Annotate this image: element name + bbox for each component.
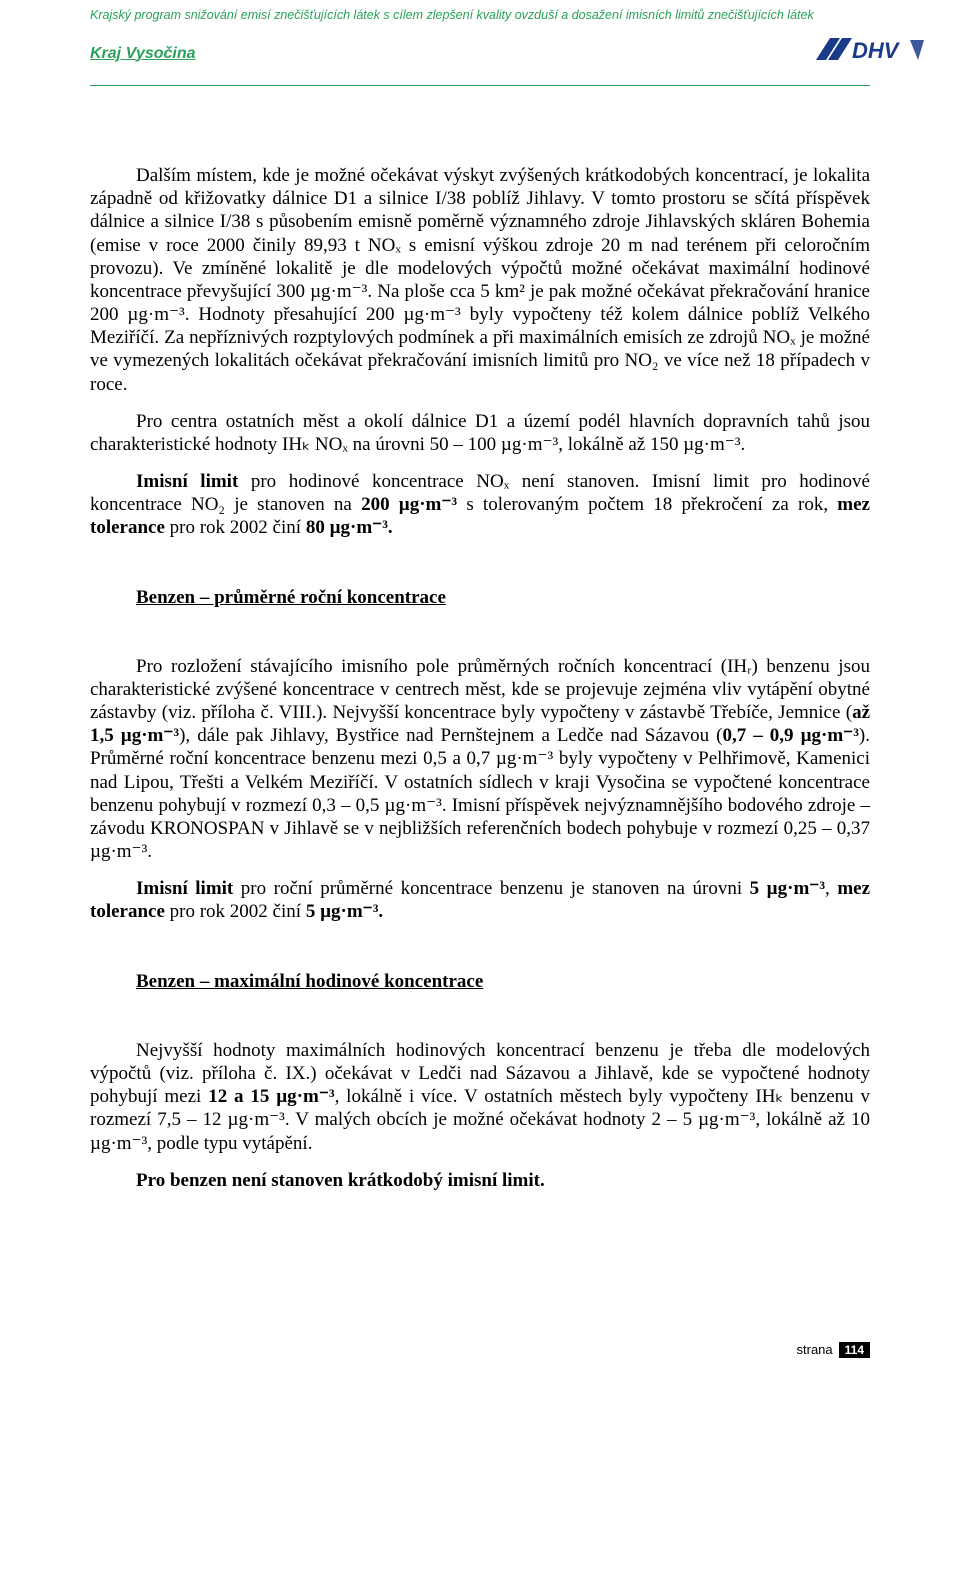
paragraph-5: Imisní limit pro roční průměrné koncentr… (90, 877, 870, 923)
header-region: Kraj Vysočina (90, 45, 196, 63)
paragraph-6: Nejvyšší hodnoty maximálních hodinových … (90, 1039, 870, 1155)
footer-label: strana (797, 1342, 833, 1357)
header-title: Krajský program snižování emisí znečišťu… (90, 8, 870, 22)
dhv-logo-icon: DHV (810, 32, 930, 75)
page-footer: strana 114 (90, 1342, 870, 1358)
page: Krajský program snižování emisí znečišťu… (0, 0, 960, 1398)
page-header: Krajský program snižování emisí znečišťu… (90, 0, 870, 86)
paragraph-4: Pro rozložení stávajícího imisního pole … (90, 655, 870, 864)
paragraph-1: Dalším místem, kde je možné očekávat výs… (90, 164, 870, 396)
paragraph-3: Imisní limit pro hodinové koncentrace NO… (90, 470, 870, 540)
heading-benzen-hourly: Benzen – maximální hodinové koncentrace (136, 970, 870, 993)
paragraph-7: Pro benzen není stanoven krátkodobý imis… (90, 1169, 870, 1192)
svg-text:DHV: DHV (852, 38, 901, 63)
paragraph-2: Pro centra ostatních měst a okolí dálnic… (90, 410, 870, 456)
header-row: Kraj Vysočina DHV (90, 32, 870, 75)
document-body: Dalším místem, kde je možné očekávat výs… (90, 86, 870, 1192)
heading-benzen-annual: Benzen – průměrné roční koncentrace (136, 586, 870, 609)
page-number: 114 (839, 1342, 870, 1358)
